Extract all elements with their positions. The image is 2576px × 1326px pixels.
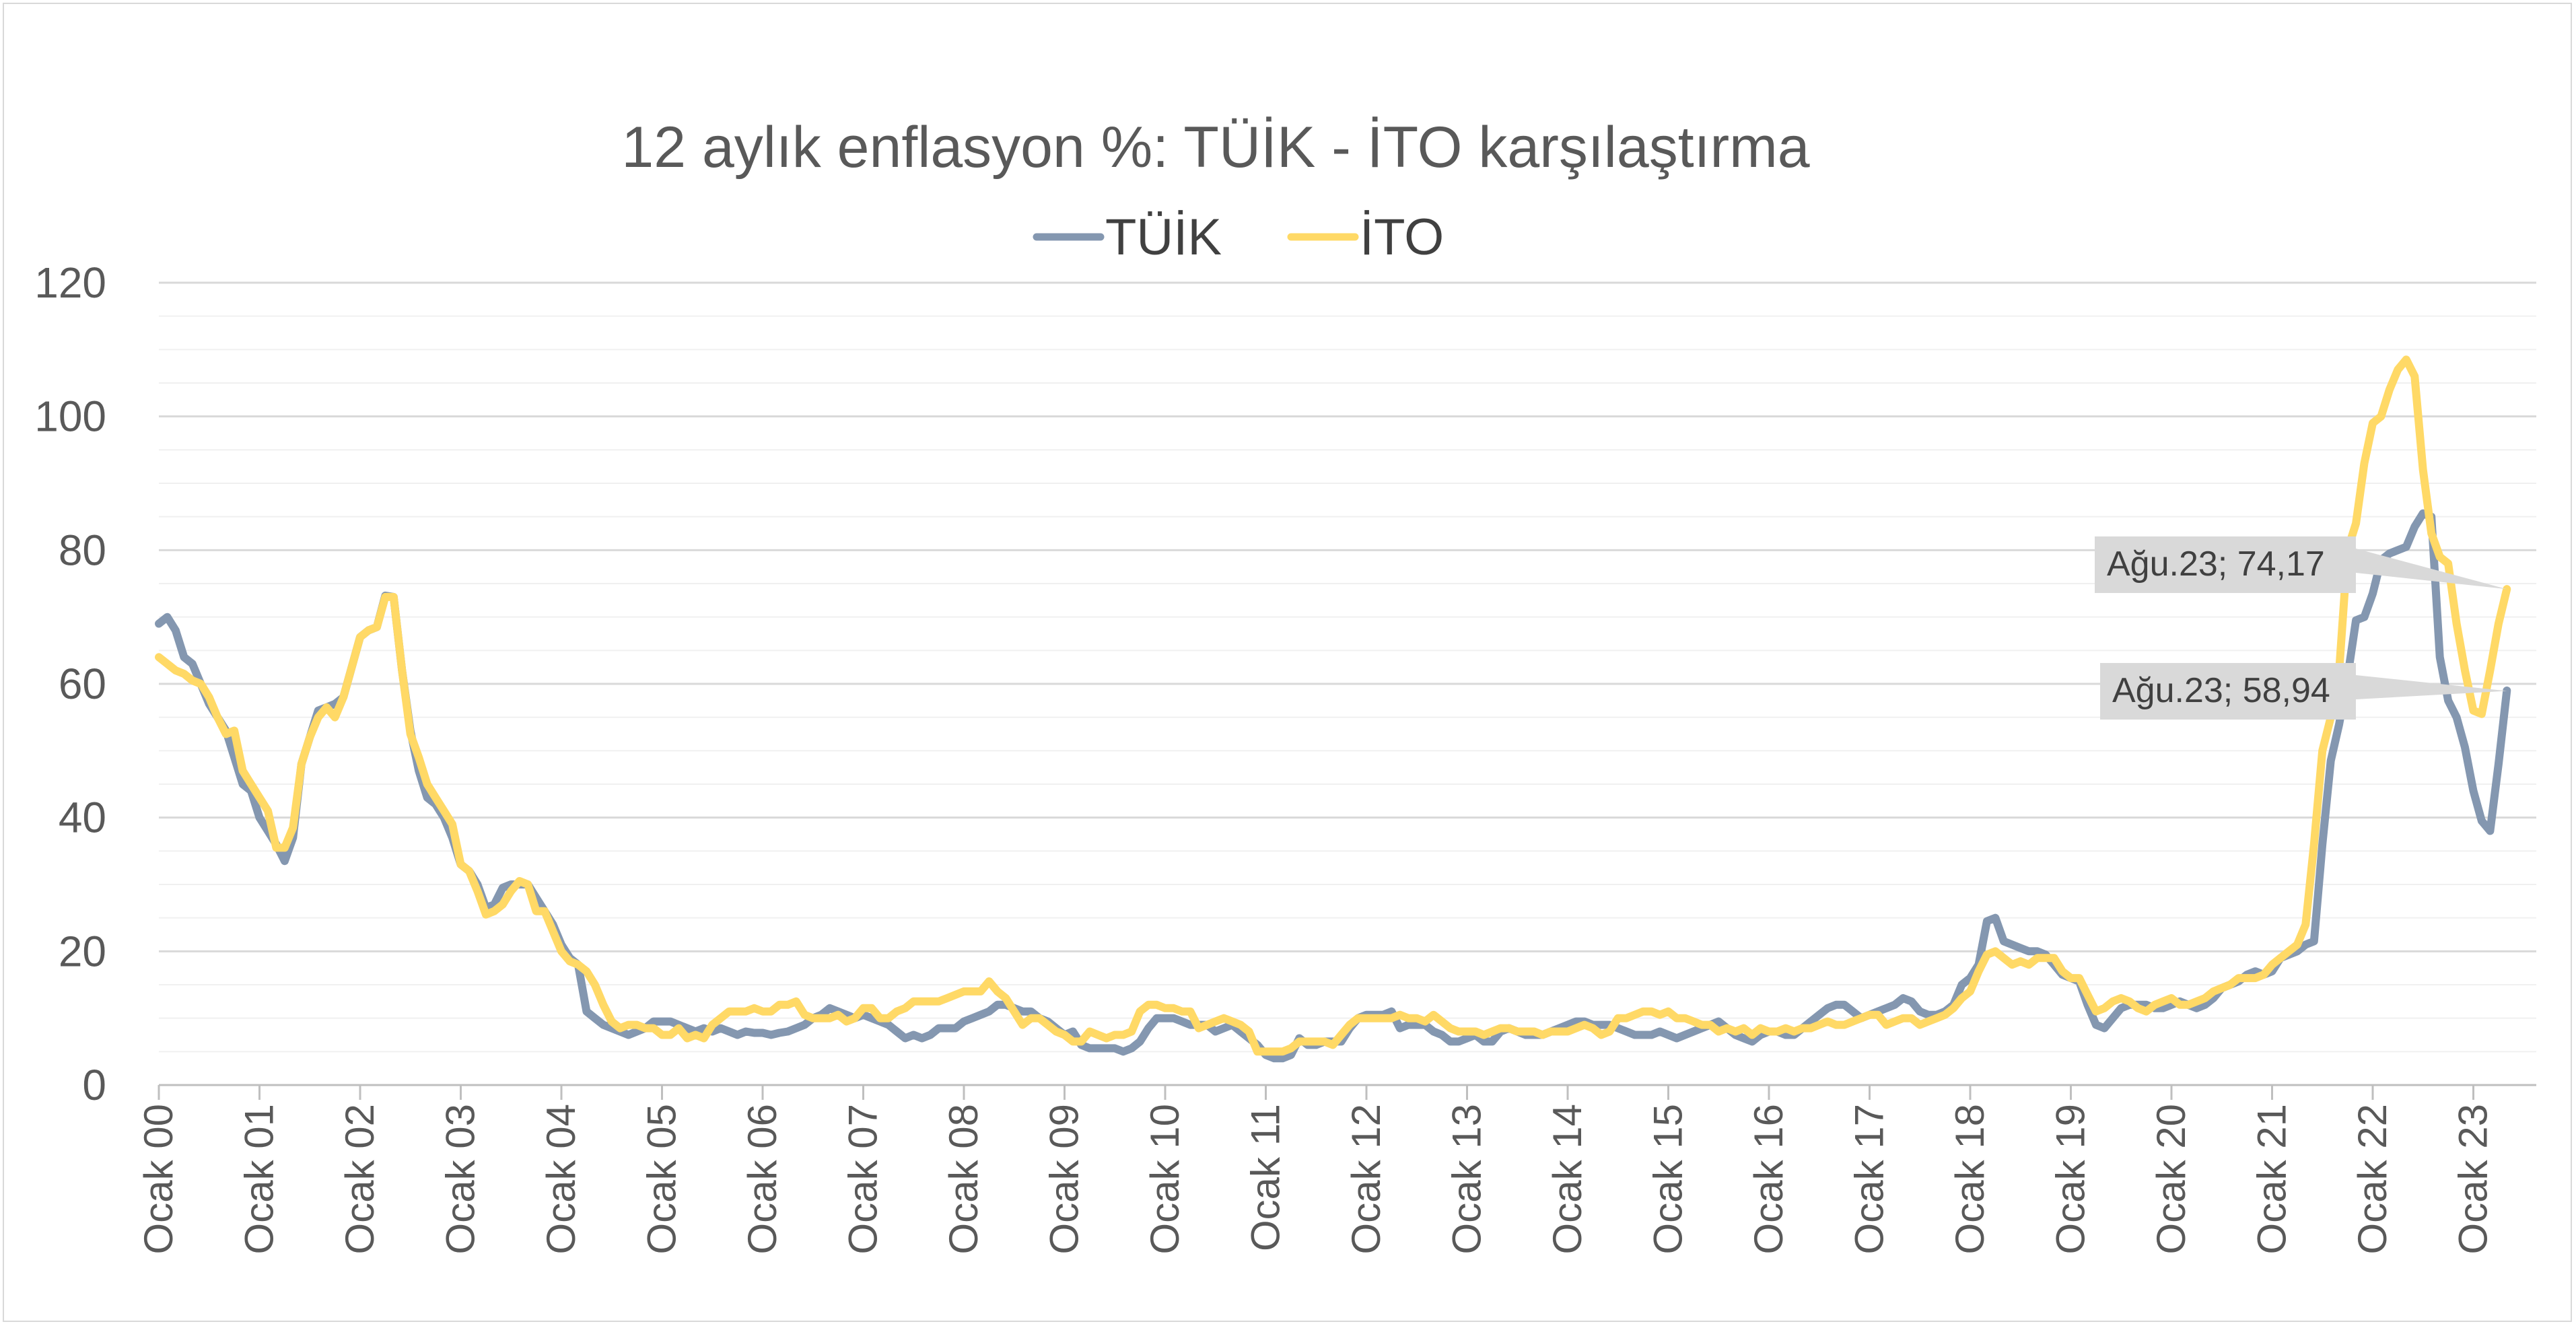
y-tick-label: 40 <box>59 794 106 842</box>
y-tick-label: 100 <box>34 392 106 441</box>
x-tick-label: Ocak 18 <box>1947 1104 1992 1254</box>
y-tick-label: 80 <box>59 526 106 574</box>
callout-label: Ağu.23; 58,94 <box>2112 671 2330 710</box>
chart-frame <box>3 3 2572 1322</box>
series-line-tuik <box>155 509 2511 1063</box>
legend-label-tuik: TÜİK <box>1105 209 1222 266</box>
callout-leader <box>2356 549 2507 590</box>
x-tick-label: Ocak 14 <box>1545 1104 1590 1254</box>
y-tick-label: 60 <box>59 660 106 708</box>
x-tick-label: Ocak 16 <box>1746 1104 1791 1254</box>
x-tick-label: Ocak 07 <box>840 1104 885 1254</box>
x-tick-label: Ocak 15 <box>1645 1104 1690 1254</box>
chart-title: 12 aylık enflasyon %: TÜİK - İTO karşıla… <box>621 115 1809 180</box>
y-tick-label: 20 <box>59 927 106 975</box>
x-tick-label: Ocak 02 <box>337 1104 382 1254</box>
x-tick-label: Ocak 00 <box>136 1104 181 1254</box>
callout-box <box>2095 536 2356 593</box>
x-tick-label: Ocak 19 <box>2048 1104 2093 1254</box>
x-tick-label: Ocak 08 <box>941 1104 986 1254</box>
x-tick-label: Ocak 06 <box>740 1104 785 1254</box>
callout-leader <box>2356 675 2507 699</box>
x-tick-label: Ocak 09 <box>1041 1104 1086 1254</box>
series-line-ito <box>155 355 2511 1056</box>
x-tick-label: Ocak 01 <box>236 1104 281 1254</box>
data-callouts: Ağu.23; 74,17 Ağu.23; 58,94 <box>2095 536 2507 720</box>
x-tick-label: Ocak 03 <box>438 1104 483 1254</box>
x-tick-label: Ocak 23 <box>2450 1104 2495 1254</box>
x-tick-label: Ocak 10 <box>1142 1104 1187 1254</box>
x-tick-label: Ocak 05 <box>639 1104 684 1254</box>
x-axis: Ocak 00 Ocak 01 Ocak 02 Ocak 03 Ocak 04 Ocak … <box>136 1084 2536 1254</box>
legend-label-ito: İTO <box>1360 209 1444 266</box>
x-tick-label: Ocak 12 <box>1344 1104 1389 1254</box>
x-tick-label: Ocak 13 <box>1444 1104 1489 1254</box>
series-lines <box>155 355 2511 1063</box>
x-tick-label: Ocak 22 <box>2350 1104 2395 1254</box>
y-tick-label: 0 <box>82 1061 106 1109</box>
x-tick-label: Ocak 17 <box>1846 1104 1891 1254</box>
gridlines <box>159 281 2536 1086</box>
x-tick-label: Ocak 04 <box>538 1104 584 1254</box>
x-tick-label: Ocak 21 <box>2249 1104 2294 1254</box>
x-tick-label: Ocak 20 <box>2149 1104 2194 1254</box>
x-tick-label: Ocak 11 <box>1243 1104 1288 1251</box>
y-tick-label: 120 <box>34 258 106 307</box>
legend: TÜİK İTO <box>1033 209 1444 266</box>
callout-box <box>2100 663 2356 720</box>
y-axis: 0 20 40 60 80 100 120 <box>34 258 106 1109</box>
callout-label: Ağu.23; 74,17 <box>2107 545 2325 584</box>
